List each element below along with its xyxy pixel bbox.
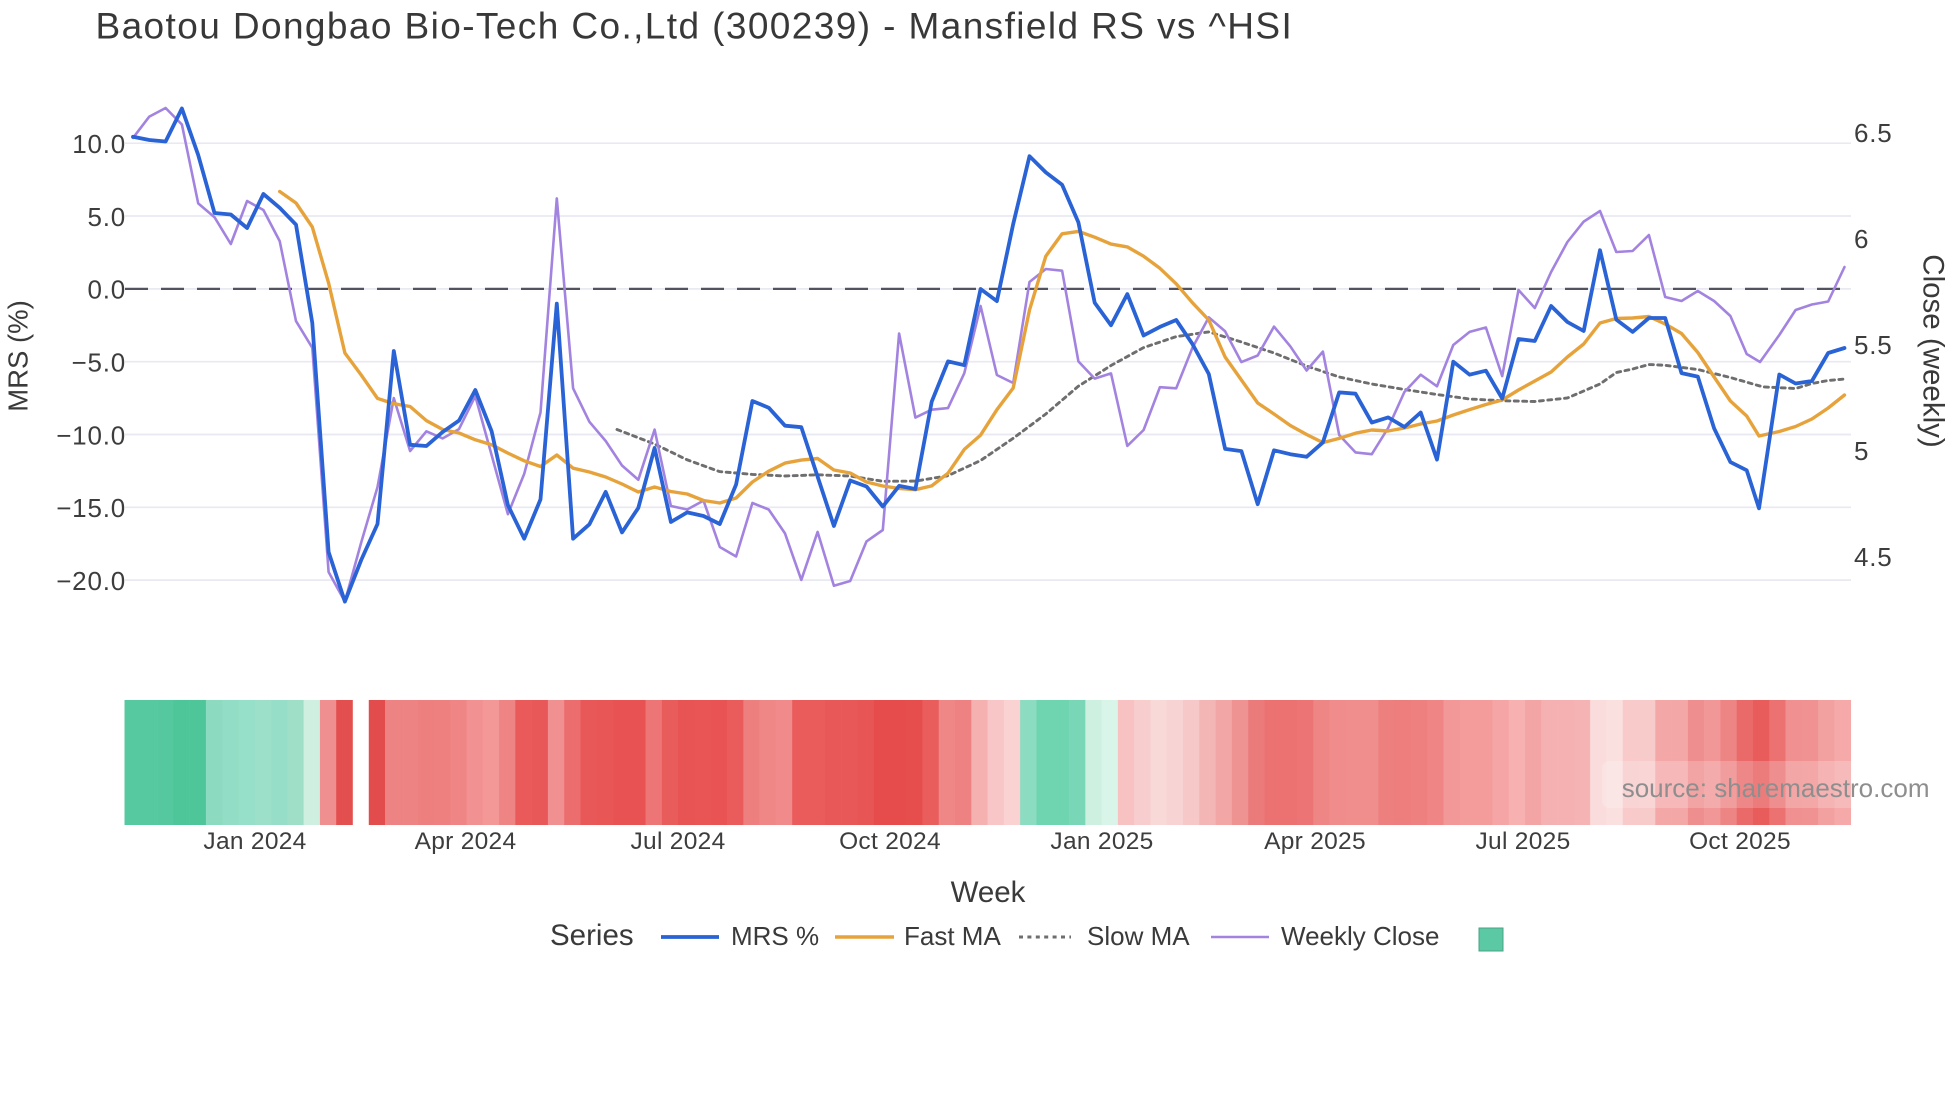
svg-text:Baotou Dongbao Bio-Tech Co.,Lt: Baotou Dongbao Bio-Tech Co.,Ltd (300239)…: [96, 6, 1294, 47]
svg-text:Series: Series: [550, 919, 634, 952]
svg-text:6.5: 6.5: [1854, 118, 1893, 148]
svg-text:0.0: 0.0: [87, 275, 126, 305]
svg-text:Oct 2025: Oct 2025: [1689, 828, 1791, 855]
svg-text:−10.0: −10.0: [56, 420, 126, 450]
svg-text:Jan 2025: Jan 2025: [1050, 828, 1153, 855]
svg-text:6: 6: [1854, 224, 1869, 254]
svg-text:10.0: 10.0: [72, 129, 126, 159]
svg-text:MRS (%): MRS (%): [3, 300, 34, 412]
svg-text:Weekly Close: Weekly Close: [1281, 921, 1439, 951]
svg-text:Week: Week: [951, 876, 1026, 909]
svg-text:Fast MA: Fast MA: [904, 921, 1001, 951]
svg-text:Jan 2024: Jan 2024: [203, 828, 306, 855]
svg-text:MRS %: MRS %: [731, 921, 819, 951]
svg-text:5.0: 5.0: [87, 202, 126, 232]
svg-text:4.5: 4.5: [1854, 542, 1893, 572]
svg-text:5: 5: [1854, 436, 1869, 466]
svg-text:source: sharemaestro.com: source: sharemaestro.com: [1622, 773, 1930, 803]
svg-text:−5.0: −5.0: [71, 348, 126, 378]
svg-text:5.5: 5.5: [1854, 330, 1893, 360]
svg-text:Apr 2025: Apr 2025: [1264, 828, 1366, 855]
svg-text:−15.0: −15.0: [56, 493, 126, 523]
svg-text:Jul 2024: Jul 2024: [630, 828, 725, 855]
svg-text:Oct 2024: Oct 2024: [839, 828, 941, 855]
svg-text:Close (weekly): Close (weekly): [1917, 254, 1950, 447]
svg-text:Slow MA: Slow MA: [1087, 921, 1190, 951]
svg-text:Jul 2025: Jul 2025: [1475, 828, 1570, 855]
svg-text:−20.0: −20.0: [56, 566, 126, 596]
svg-text:Apr 2024: Apr 2024: [415, 828, 517, 855]
